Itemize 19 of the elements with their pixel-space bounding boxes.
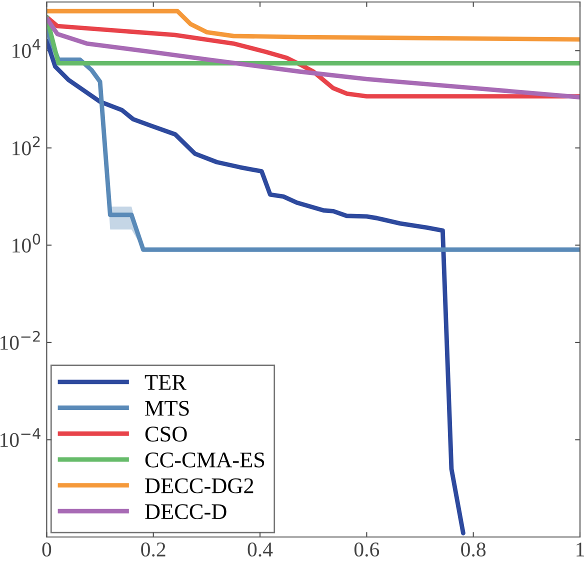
- legend-label: DECC-DG2: [145, 478, 254, 494]
- legend-label: CC-CMA-ES: [145, 452, 264, 468]
- y-tick-label: 10$^{−2}$: [0, 330, 40, 350]
- x-tick-label: 0: [42, 542, 52, 557]
- legend-label: CSO: [145, 426, 187, 442]
- y-tick-label: 10$^{0}$: [12, 234, 40, 253]
- x-tick-label: 0.6: [354, 542, 380, 557]
- x-tick-label: 0.4: [248, 542, 273, 557]
- y-tick-label: 10$^{−4}$: [0, 428, 40, 448]
- x-tick-label: 0.8: [461, 542, 486, 557]
- line-series: [46, 38, 466, 536]
- y-tick-label: 10$^{4}$: [12, 39, 40, 58]
- x-tick-label: 0.2: [141, 542, 166, 557]
- x-tick-label: 1: [576, 542, 584, 556]
- y-tick-label: 10$^{2}$: [12, 136, 40, 156]
- legend-label: DECC-D: [145, 504, 226, 520]
- legend-label: MTS: [145, 400, 189, 416]
- legend-label: TER: [144, 375, 186, 390]
- line-series: [46, 8, 580, 42]
